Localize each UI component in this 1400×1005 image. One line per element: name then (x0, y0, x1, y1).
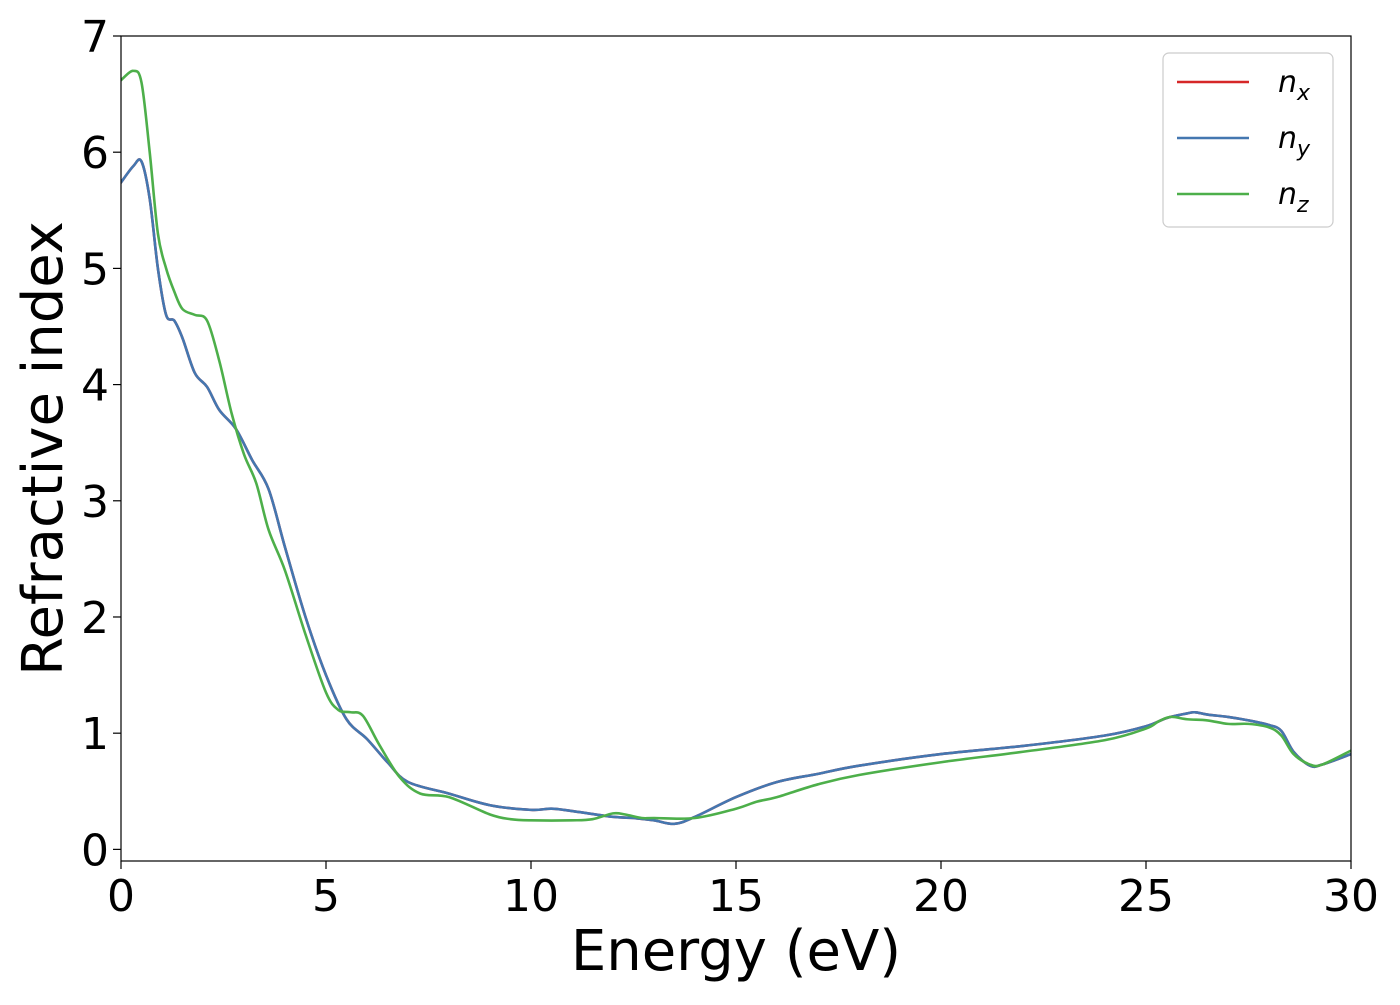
legend: nx ny nz (1162, 52, 1334, 228)
series-line-x (121, 158, 1351, 826)
y-tick-label: 1 (81, 709, 109, 760)
legend-label-z: nz (1278, 177, 1309, 218)
legend-box (1162, 52, 1334, 228)
x-tick-label: 30 (1323, 871, 1379, 922)
legend-label-x: nx (1278, 65, 1311, 106)
y-tick-label: 3 (81, 477, 109, 528)
x-tick-label: 5 (312, 871, 340, 922)
y-tick-label: 0 (81, 825, 109, 876)
legend-label-y: ny (1278, 121, 1311, 162)
x-tick-label: 20 (913, 871, 969, 922)
y-tick-label: 4 (81, 361, 109, 412)
x-tick-label: 25 (1118, 871, 1174, 922)
y-tick-label: 6 (81, 128, 109, 179)
ticks-layer: 0 5 10 15 20 25 30 0 1 2 3 4 5 6 7 (81, 12, 1379, 922)
series-line-z (121, 69, 1351, 822)
x-axis-label: Energy (eV) (571, 919, 901, 984)
y-tick-label: 5 (81, 244, 109, 295)
series-layer (121, 69, 1351, 826)
x-tick-label: 15 (708, 871, 764, 922)
x-tick-label: 10 (503, 871, 559, 922)
y-tick-label: 2 (81, 593, 109, 644)
x-tick-label: 0 (107, 871, 135, 922)
series-line-y (121, 158, 1351, 826)
y-tick-label: 7 (81, 12, 109, 63)
y-axis-label: Refractive index (11, 221, 76, 676)
